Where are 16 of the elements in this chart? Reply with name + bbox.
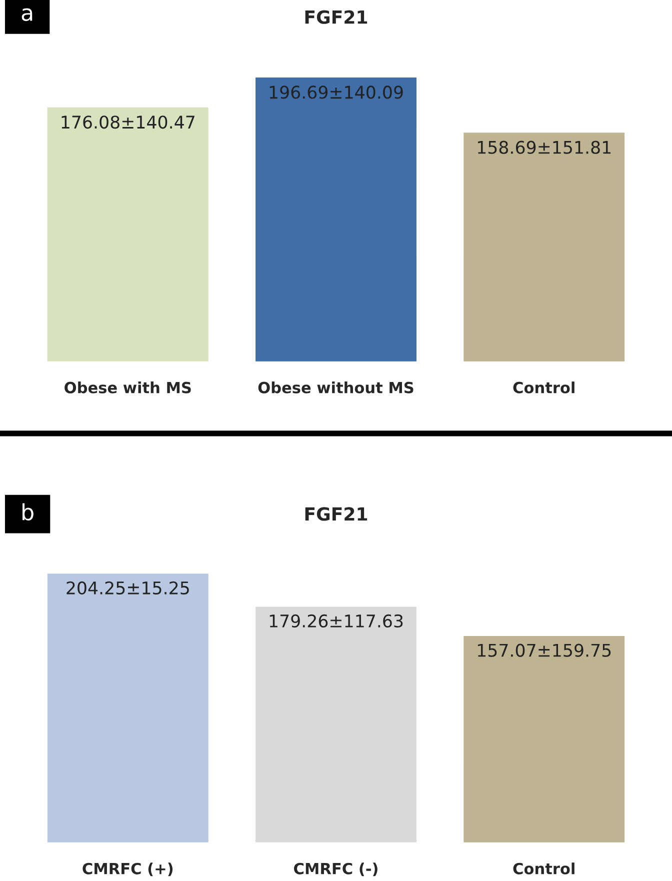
- chart-title: FGF21: [305, 507, 368, 521]
- data-label: 179.26±117.63: [270, 614, 403, 628]
- x-tick-label: CMRFC (+): [82, 862, 173, 876]
- x-tick-label: Obese without MS: [258, 382, 414, 394]
- x-tick-label: CMRFC (-): [294, 862, 378, 876]
- x-tick-label: Obese with MS: [64, 382, 191, 394]
- x-tick-label: Control: [513, 862, 574, 874]
- data-label: 204.25±15.25: [66, 581, 189, 594]
- data-label: 157.07±159.75: [478, 644, 611, 657]
- text: a: [22, 8, 32, 22]
- x-tick-label: Control: [513, 382, 574, 394]
- data-label: 176.08±140.47: [62, 116, 194, 129]
- text: b: [22, 503, 34, 520]
- data-label: 196.69±140.09: [270, 86, 403, 99]
- chart-title: FGF21: [305, 10, 368, 24]
- data-label: 158.69±151.81: [478, 140, 611, 154]
